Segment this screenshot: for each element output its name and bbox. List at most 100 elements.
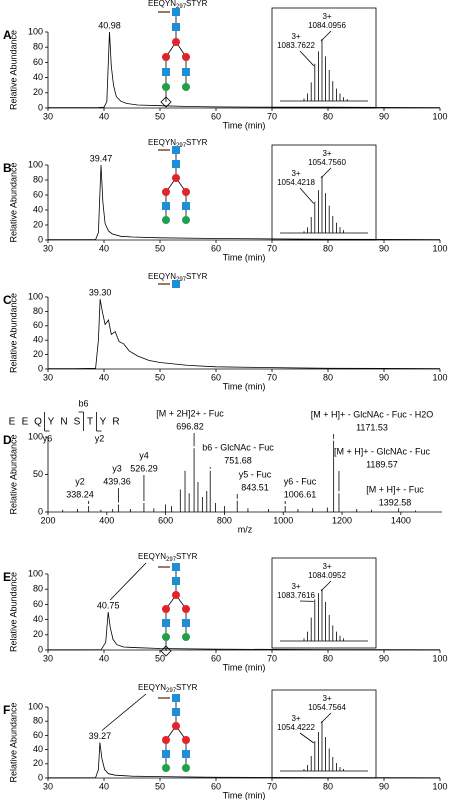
x-tick-label: 90 bbox=[379, 372, 389, 382]
residue: E bbox=[9, 417, 16, 428]
mannose bbox=[182, 605, 190, 613]
ion-label: [M + H]+ - Fuc bbox=[366, 484, 424, 494]
x-axis-label: m/z bbox=[238, 524, 253, 534]
label-arrow bbox=[320, 30, 332, 42]
residue: T bbox=[87, 417, 93, 428]
x-tick-label: 80 bbox=[323, 781, 333, 791]
y-tick-label: 40 bbox=[33, 72, 43, 82]
trace bbox=[48, 742, 441, 779]
ion-label: [M + H]+ - GlcNAc - Fuc - H2O bbox=[311, 409, 434, 419]
x-tick-label: 40 bbox=[99, 653, 109, 663]
y-tick-label: 0 bbox=[38, 644, 43, 654]
glcnac bbox=[162, 68, 170, 76]
y-tick-label: 40 bbox=[33, 204, 43, 214]
charge-label: 3+ bbox=[322, 149, 331, 158]
label-link bbox=[101, 693, 147, 731]
x-tick-label: 80 bbox=[323, 372, 333, 382]
y-tick-label: 80 bbox=[33, 716, 43, 726]
peak-label: 39.30 bbox=[89, 288, 112, 298]
x-tick-label: 400 bbox=[99, 515, 114, 525]
y-axis-label: Relative Abundance bbox=[8, 30, 18, 110]
y-tick-label: 80 bbox=[33, 306, 43, 316]
y-tick-label: 20 bbox=[33, 758, 43, 768]
x-axis-label: Time (min) bbox=[223, 662, 266, 672]
x-tick-label: 30 bbox=[43, 243, 53, 253]
charge-label: 3+ bbox=[291, 169, 300, 178]
y-tick-label: 20 bbox=[33, 87, 43, 97]
label-arrow bbox=[299, 50, 315, 67]
x-tick-label: 70 bbox=[267, 243, 277, 253]
glcnac bbox=[172, 160, 180, 168]
y-axis-label: Relative Abundance bbox=[8, 293, 18, 373]
fragment-label: y2 bbox=[95, 433, 105, 443]
glcnac bbox=[172, 23, 180, 31]
x-tick-label: 1200 bbox=[332, 515, 352, 525]
peptide-part: STYR bbox=[186, 272, 208, 281]
y-tick-label: 0 bbox=[38, 102, 43, 112]
mannose bbox=[162, 188, 170, 196]
panel-label: B bbox=[3, 161, 12, 175]
y-tick-label: 80 bbox=[33, 584, 43, 594]
x-tick-label: 40 bbox=[99, 111, 109, 121]
x-tick-label: 80 bbox=[323, 243, 333, 253]
mz-label: 1054.4218 bbox=[277, 178, 315, 187]
mannose bbox=[172, 38, 180, 46]
mannose bbox=[182, 736, 190, 744]
x-tick-label: 50 bbox=[155, 243, 165, 253]
panel-label: E bbox=[3, 570, 11, 584]
trace bbox=[48, 31, 441, 108]
residue: Y bbox=[48, 417, 55, 428]
mz-label: 1084.0952 bbox=[308, 571, 346, 580]
y-tick-label: 60 bbox=[33, 320, 43, 330]
y-tick-label: 0 bbox=[38, 234, 43, 244]
mz-label: 1189.57 bbox=[366, 459, 398, 469]
residue: R bbox=[112, 417, 119, 428]
mannose bbox=[182, 188, 190, 196]
peptide-part: EEQYN bbox=[138, 552, 166, 561]
y-axis-label: Relative Abundance bbox=[8, 572, 18, 652]
x-tick-label: 50 bbox=[155, 111, 165, 121]
x-tick-label: 90 bbox=[379, 111, 389, 121]
y-tick-label: 0 bbox=[38, 772, 43, 782]
x-tick-label: 90 bbox=[379, 653, 389, 663]
charge-label: 3+ bbox=[322, 562, 331, 571]
peptide-part: STYR bbox=[176, 683, 198, 692]
mz-label: 1084.0956 bbox=[308, 21, 346, 30]
x-tick-label: 40 bbox=[99, 372, 109, 382]
charge-label: 3+ bbox=[291, 714, 300, 723]
y-tick-label: 100 bbox=[28, 701, 43, 711]
x-axis-label: Time (min) bbox=[223, 381, 266, 391]
fragment-label: y6 bbox=[43, 433, 53, 443]
y-tick-label: 40 bbox=[33, 335, 43, 345]
y-tick-label: 20 bbox=[33, 349, 43, 359]
inset-frame bbox=[271, 557, 377, 649]
residue: N bbox=[60, 417, 67, 428]
x-tick-label: 70 bbox=[267, 653, 277, 663]
x-tick-label: 100 bbox=[432, 781, 447, 791]
y-axis-label: Relative Abundance bbox=[8, 434, 18, 514]
ion-label: y3 bbox=[112, 463, 122, 473]
y-tick-label: 60 bbox=[33, 189, 43, 199]
mannose bbox=[172, 591, 180, 599]
x-axis-label: Time (min) bbox=[223, 120, 266, 130]
mz-label: 439.36 bbox=[103, 476, 131, 486]
peptide-part: 297 bbox=[166, 688, 177, 694]
mannose bbox=[172, 174, 180, 182]
glcnac bbox=[172, 577, 180, 585]
glcnac bbox=[182, 202, 190, 210]
residue: Q bbox=[34, 417, 42, 428]
x-tick-label: 30 bbox=[43, 781, 53, 791]
mz-label: 1171.53 bbox=[356, 422, 388, 432]
peptide-part: EEQYN bbox=[138, 683, 166, 692]
label-arrow bbox=[299, 187, 315, 204]
y-axis-label: Relative Abundance bbox=[8, 162, 18, 242]
x-tick-label: 60 bbox=[211, 653, 221, 663]
x-tick-label: 100 bbox=[432, 111, 447, 121]
ion-label: y5 - Fuc bbox=[239, 469, 272, 479]
x-tick-label: 40 bbox=[99, 781, 109, 791]
inset-frame bbox=[271, 7, 377, 109]
glcnac bbox=[172, 708, 180, 716]
glcnac bbox=[162, 619, 170, 627]
galactose bbox=[182, 83, 190, 91]
galactose bbox=[182, 764, 190, 772]
